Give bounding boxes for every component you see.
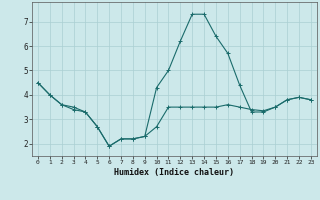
X-axis label: Humidex (Indice chaleur): Humidex (Indice chaleur) — [115, 168, 234, 177]
